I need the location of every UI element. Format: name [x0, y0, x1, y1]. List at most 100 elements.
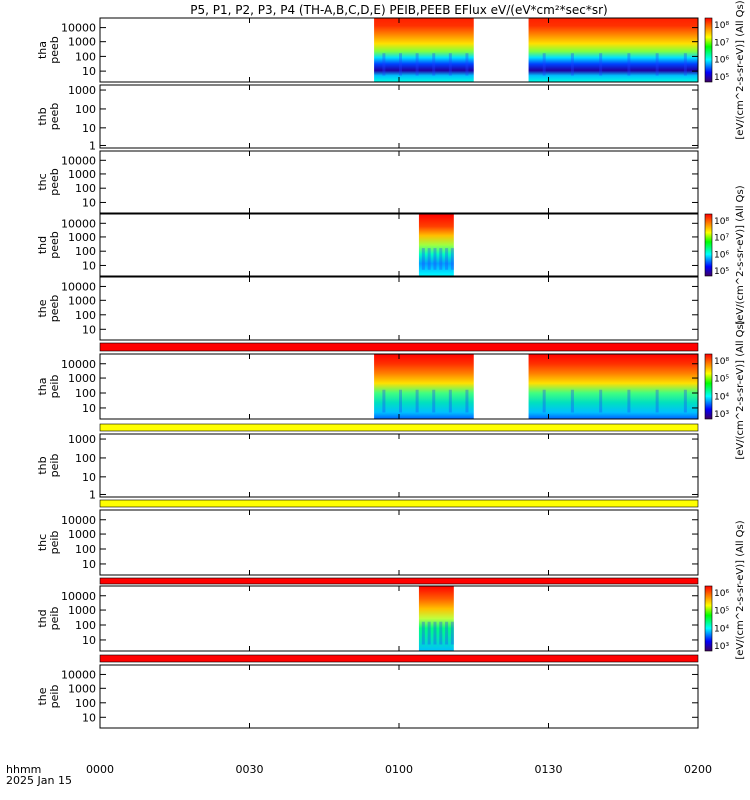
colorbar-gradient [704, 213, 713, 277]
spectrogram-block [374, 18, 474, 82]
y-tick-label: 10000 [61, 22, 96, 35]
colorbar-tick-label: 10³ [714, 642, 729, 652]
y-tick-label: 10 [82, 65, 96, 78]
y-tick-label: 1 [89, 488, 96, 501]
spectrogram-streak [399, 389, 402, 413]
spectrogram-block [528, 354, 698, 419]
y-tick-label: 10 [82, 471, 96, 484]
y-tick-label: 100 [75, 452, 96, 465]
y-axis-label: thbpeib [36, 454, 61, 478]
spectrogram-block [374, 354, 474, 419]
panel-frame [99, 213, 699, 277]
spectrogram-streak [599, 389, 603, 413]
colorbar-label: [eV/(cm^2-s-sr-eV)] (All Qs) [735, 185, 746, 324]
colorbar-tick-label: 10⁴ [714, 392, 729, 402]
x-tick-label: 0200 [684, 763, 712, 776]
spectrogram-block [528, 18, 698, 82]
panel-frame [99, 664, 699, 729]
y-tick-label: 1000 [68, 168, 96, 181]
spectrogram-streak [382, 53, 386, 76]
spectrogram-streak [445, 248, 449, 270]
y-tick-label: 10000 [61, 668, 96, 681]
y-axis-label: thcpeeb [36, 168, 61, 196]
y-axis-label: thbpeeb [36, 103, 61, 131]
y-tick-label: 1000 [68, 36, 96, 49]
x-tick-label: 0130 [535, 763, 563, 776]
panel-thb-peib: 1000 100 10 1 thbpeib [36, 433, 699, 501]
time-axis-label-line2: 2025 Jan 15 [6, 774, 72, 787]
y-axis-label: thdpeeb [36, 231, 61, 259]
spectrogram-streak [433, 621, 437, 645]
y-tick-label: 10 [82, 634, 96, 647]
colorbar-tick-label: 10⁵ [714, 607, 729, 617]
y-tick-label: 100 [75, 182, 96, 195]
y-tick-label: 1000 [68, 84, 96, 97]
panel-frame [99, 276, 699, 341]
spectrogram-streak [448, 53, 452, 76]
x-tick-label: 0000 [86, 763, 114, 776]
colorbar-gradient [704, 17, 713, 83]
y-tick-label: 100 [75, 103, 96, 116]
y-tick-label: 10000 [61, 358, 96, 371]
y-axis-label: thapeeb [36, 36, 61, 64]
panel-frame [99, 433, 699, 498]
y-axis-label: thcpeib [36, 531, 61, 555]
y-tick-label: 100 [75, 697, 96, 710]
y-tick-label: 100 [75, 50, 96, 63]
y-tick-label: 1000 [68, 294, 96, 307]
y-tick-label: 1000 [68, 372, 96, 385]
y-tick-label: 10 [82, 558, 96, 571]
colorbar-tick-label: 10⁷ [714, 234, 729, 244]
spectrogram-streak [427, 621, 431, 645]
colorbar-tick-label: 10⁶ [714, 589, 729, 599]
y-tick-label: 10000 [61, 590, 96, 603]
spectrogram-streak [450, 248, 454, 270]
panel-thb-peeb: 1000 100 10 1 thbpeeb [36, 84, 699, 152]
spectrogram-streak [683, 389, 687, 413]
spectrogram-streak [439, 248, 443, 270]
panel-frame [99, 585, 699, 652]
colorbar-tick-label: 10³ [714, 410, 729, 420]
colorbar-tick-label: 10⁶ [714, 56, 729, 66]
spectrogram-streak [445, 621, 449, 645]
spectrogram-streak [465, 53, 469, 76]
spectrogram-streak [439, 621, 443, 645]
colorbars: 10⁸ 10⁷ 10⁶ 10⁵ [eV/(cm^2-s-sr-eV)] (All Qs)… [704, 0, 746, 660]
colorbar: 10⁸ 10⁷ 10⁶ 10⁵ [eV/(cm^2-s-sr-eV)] (All Qs) [704, 0, 746, 140]
spectrogram-streak [399, 53, 402, 76]
chart-title: P5, P1, P2, P3, P4 (TH-A,B,C,D,E) PEIB,P… [190, 3, 607, 17]
spectrogram-streak [570, 389, 574, 413]
colorbar-tick-label: 10⁴ [714, 624, 729, 634]
colorbar-label: [eV/(cm^2-s-sr-eV)] (All Qs) [735, 320, 746, 459]
y-axis-label: thdpeib [36, 607, 61, 631]
spectrogram-streak [542, 389, 546, 413]
colorbar-label: [eV/(cm^2-s-sr-eV)] (All Qs) [735, 520, 746, 659]
colorbar-tick-label: 10⁵ [714, 73, 729, 83]
spectrogram-streak [432, 53, 436, 76]
colorbar-label: [eV/(cm^2-s-sr-eV)] (All Qs) [735, 0, 746, 139]
spectrogram-streak [450, 621, 454, 645]
y-tick-label: 100 [75, 619, 96, 632]
spectrogram-streak [570, 53, 574, 76]
colorbar-tick-label: 10⁸ [714, 21, 729, 31]
y-tick-label: 10 [82, 196, 96, 209]
y-tick-label: 10000 [61, 514, 96, 527]
separator-bar [99, 423, 699, 432]
spectrogram-streak [432, 389, 436, 413]
x-tick-label: 0100 [385, 763, 413, 776]
panel-frame [99, 509, 699, 576]
panel-frame [99, 84, 699, 149]
y-tick-label: 100 [75, 309, 96, 322]
y-tick-label: 10000 [61, 280, 96, 293]
y-tick-label: 10000 [61, 217, 96, 230]
y-tick-label: 10000 [61, 154, 96, 167]
spectrogram-streak [415, 389, 419, 413]
colorbar-tick-label: 10⁷ [714, 38, 729, 48]
